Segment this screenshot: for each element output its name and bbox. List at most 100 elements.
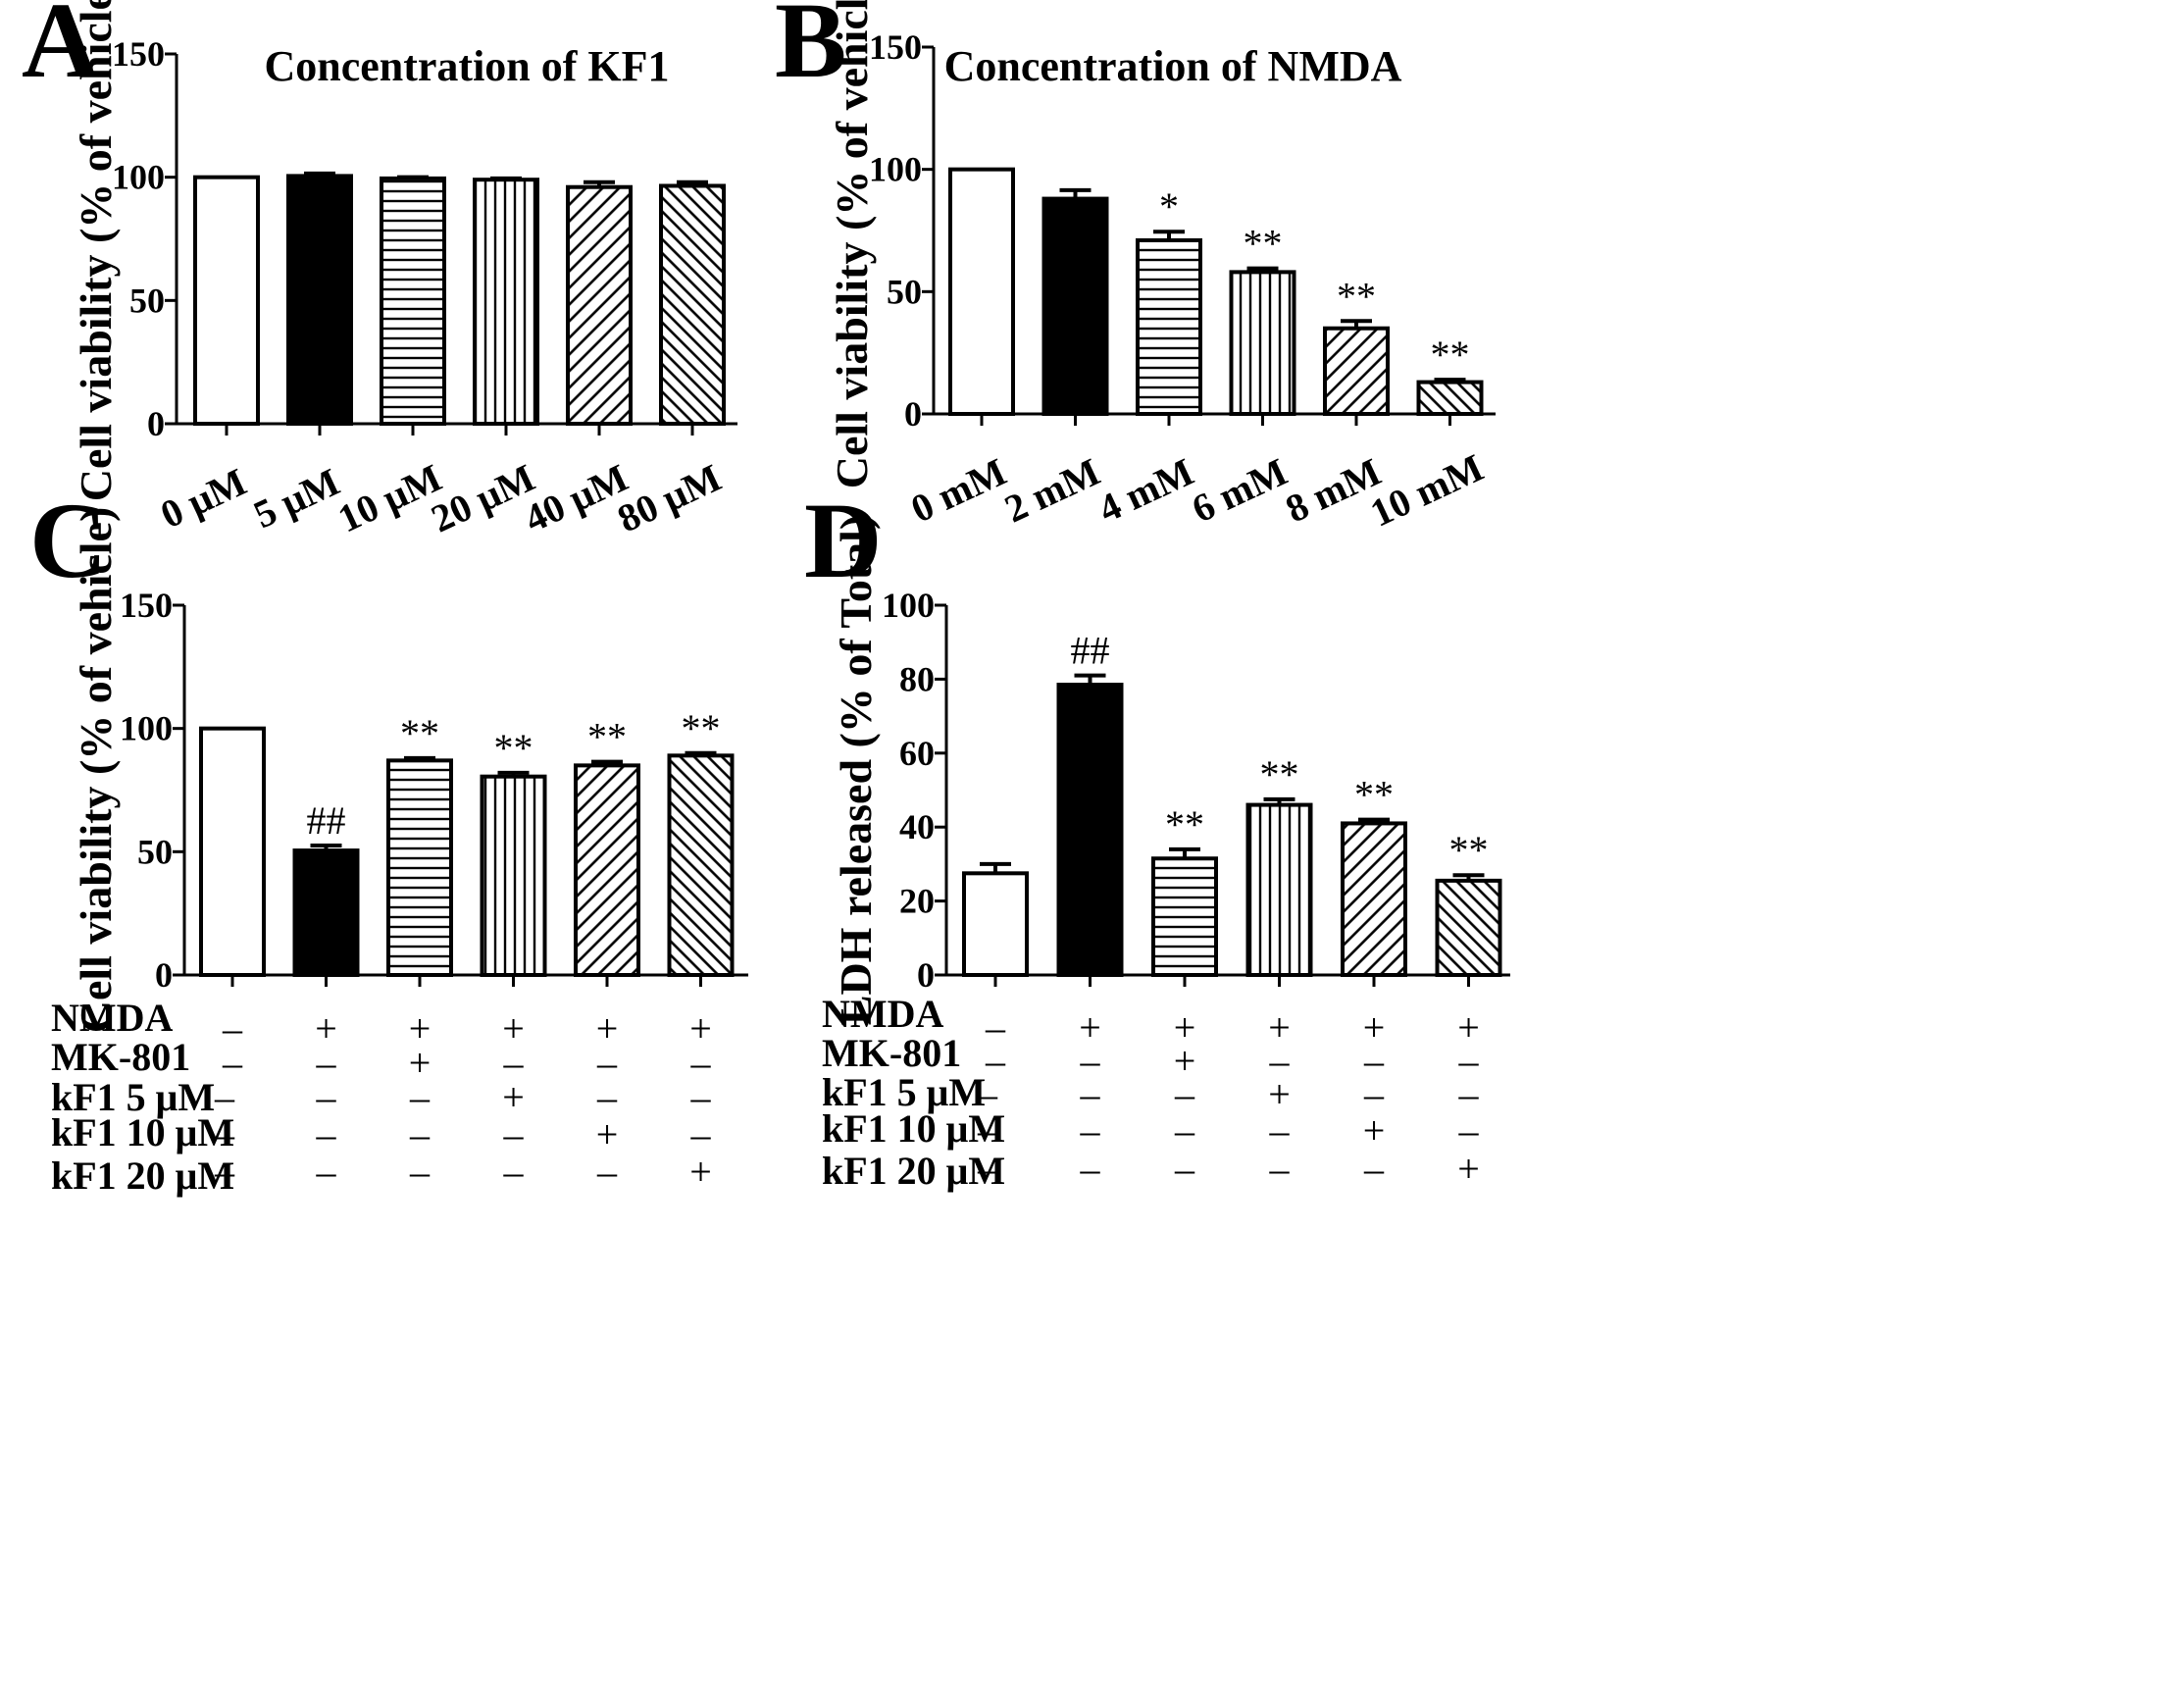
panel-a: A Concentration of KF1 Cell viability (% o… xyxy=(22,0,737,540)
treatment-sign: – xyxy=(222,1006,243,1051)
bar xyxy=(473,178,539,426)
chart-title: Concentration of NMDA xyxy=(944,42,1402,90)
x-tick-label: 10 mM xyxy=(1363,445,1490,536)
significance-marker: ** xyxy=(1354,773,1394,817)
treatment-sign: – xyxy=(316,1041,337,1085)
y-tick-label: 0 xyxy=(904,394,922,434)
y-axis-label: Cell viability (% of vehicle) xyxy=(71,507,121,1034)
treatment-sign: – xyxy=(690,1112,712,1156)
bar xyxy=(574,763,640,977)
treatment-label: NMDA xyxy=(822,992,944,1036)
bar xyxy=(386,758,453,978)
treatment-sign: – xyxy=(316,1150,337,1194)
treatment-sign: + xyxy=(1457,1005,1480,1050)
treatment-sign: – xyxy=(316,1112,337,1156)
y-tick-label: 80 xyxy=(899,659,935,698)
y-tick-label: 20 xyxy=(899,882,935,921)
y-tick-label: 100 xyxy=(112,158,165,197)
bar xyxy=(566,184,633,426)
significance-marker: * xyxy=(1159,184,1179,229)
treatment-sign: – xyxy=(1080,1147,1101,1191)
panel-letter: D xyxy=(804,481,882,600)
bar xyxy=(286,174,353,426)
treatment-sign: + xyxy=(1174,1039,1196,1083)
treatment-sign: – xyxy=(409,1112,431,1156)
panel-letter: A xyxy=(22,0,99,100)
y-tick-label: 50 xyxy=(129,281,165,320)
significance-marker: ## xyxy=(1071,629,1110,673)
bar xyxy=(380,176,446,426)
y-tick-label: 100 xyxy=(120,709,173,748)
bar xyxy=(1416,380,1484,417)
significance-marker: ** xyxy=(587,715,627,759)
bar xyxy=(1151,856,1218,977)
treatment-sign: – xyxy=(596,1150,618,1194)
treatment-sign: + xyxy=(1079,1005,1101,1050)
treatment-sign: – xyxy=(1269,1039,1291,1083)
bar xyxy=(1229,270,1296,416)
treatment-sign: + xyxy=(409,1041,432,1085)
bar xyxy=(1056,683,1124,977)
y-tick-label: 150 xyxy=(112,34,165,74)
significance-marker: ** xyxy=(1431,333,1470,377)
significance-marker: ** xyxy=(1244,222,1283,266)
y-tick-label: 50 xyxy=(137,832,173,871)
bar xyxy=(962,871,1029,978)
treatment-sign: – xyxy=(1174,1147,1195,1191)
treatment-sign: – xyxy=(1363,1072,1385,1116)
treatment-label: kF1 20 μM xyxy=(822,1149,1005,1193)
significance-marker: ** xyxy=(1337,274,1376,318)
y-axis-label: Cell viability (% of vehicle) xyxy=(827,0,877,488)
treatment-label: kF1 10 μM xyxy=(51,1110,234,1154)
bar xyxy=(1435,878,1502,977)
treatment-sign: + xyxy=(689,1006,712,1051)
significance-marker: ## xyxy=(307,798,346,843)
treatment-sign: + xyxy=(1268,1072,1291,1116)
bar xyxy=(948,167,1015,416)
treatment-sign: – xyxy=(409,1075,431,1119)
treatment-sign: – xyxy=(977,1108,998,1153)
x-tick-label: 4 mM xyxy=(1092,449,1200,532)
significance-marker: ** xyxy=(494,726,533,770)
bar xyxy=(199,726,266,978)
treatment-label: kF1 10 μM xyxy=(822,1106,1005,1151)
treatment-sign: + xyxy=(1363,1108,1386,1153)
treatment-sign: – xyxy=(1363,1039,1385,1083)
y-tick-label: 0 xyxy=(917,955,935,995)
significance-marker: ** xyxy=(400,711,439,755)
treatment-sign: – xyxy=(596,1075,618,1119)
x-tick-label: 0 μM xyxy=(154,459,253,537)
significance-marker: ** xyxy=(1165,802,1204,846)
bar xyxy=(1323,326,1390,417)
treatment-sign: – xyxy=(596,1041,618,1085)
treatment-sign: – xyxy=(1174,1108,1195,1153)
bar xyxy=(1245,802,1313,978)
treatment-sign: – xyxy=(409,1150,431,1194)
y-tick-label: 50 xyxy=(887,272,922,311)
y-tick-label: 150 xyxy=(120,586,173,625)
treatment-label: MK-801 xyxy=(822,1031,961,1075)
treatment-sign: + xyxy=(596,1006,619,1051)
treatment-sign: – xyxy=(1080,1072,1101,1116)
treatment-sign: – xyxy=(977,1072,998,1116)
y-axis-label: Cell viability (% of vehicle) xyxy=(71,0,121,501)
bar xyxy=(193,175,260,426)
treatment-sign: + xyxy=(502,1075,525,1119)
chart-title: Concentration of KF1 xyxy=(264,42,669,90)
treatment-sign: – xyxy=(985,1005,1006,1050)
bar xyxy=(1041,196,1109,416)
treatment-sign: – xyxy=(977,1147,998,1191)
treatment-sign: – xyxy=(503,1041,525,1085)
treatment-sign: + xyxy=(1363,1005,1386,1050)
treatment-sign: + xyxy=(502,1006,525,1051)
y-tick-label: 100 xyxy=(869,150,922,189)
treatment-sign: – xyxy=(1174,1072,1195,1116)
treatment-label: MK-801 xyxy=(51,1035,190,1079)
treatment-sign: + xyxy=(409,1006,432,1051)
x-tick-label: 0 mM xyxy=(904,449,1013,532)
treatment-sign: + xyxy=(1457,1147,1480,1191)
bar xyxy=(659,183,726,426)
treatment-sign: – xyxy=(222,1041,243,1085)
